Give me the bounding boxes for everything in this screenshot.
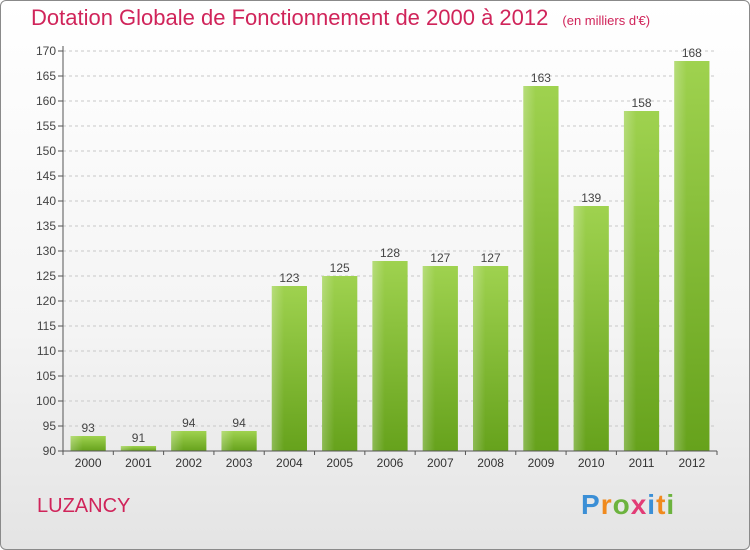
commune-name: LUZANCY — [37, 495, 131, 517]
x-tick-label: 2007 — [427, 456, 454, 470]
bar-highlight — [674, 61, 687, 451]
logo-letter: P — [581, 489, 601, 520]
bar-value-label: 91 — [132, 431, 146, 445]
bar-highlight — [120, 446, 134, 451]
bar — [120, 446, 157, 451]
logo-letter: t — [656, 489, 667, 520]
chart-title: Dotation Globale de Fonctionnement de 20… — [31, 5, 549, 30]
y-tick-label: 165 — [36, 69, 56, 83]
y-tick-label: 155 — [36, 119, 56, 133]
x-tick-label: 2011 — [629, 456, 655, 470]
axis-layer: 90 95 100 105 110 115 120 125 130 135 140 145 150 155… — [36, 44, 718, 470]
x-tick-label: 2012 — [678, 456, 705, 470]
y-tick-label: 90 — [43, 444, 57, 458]
bar-highlight — [422, 266, 436, 451]
bar-highlight — [271, 286, 285, 451]
x-tick-label: 2009 — [528, 456, 555, 470]
bar-value-label: 158 — [632, 96, 652, 110]
y-tick-label: 95 — [43, 419, 57, 433]
logo-letter: o — [612, 489, 631, 520]
bar-highlight — [523, 86, 536, 451]
logo-letter: x — [630, 489, 648, 520]
bar-highlight — [171, 431, 184, 451]
y-tick-label: 120 — [36, 294, 56, 308]
logo-letter: r — [600, 489, 613, 520]
y-tick-label: 145 — [36, 169, 56, 183]
y-tick-label: 160 — [36, 94, 56, 108]
x-tick-label: 2008 — [477, 456, 504, 470]
bar-value-label: 128 — [380, 246, 400, 260]
chart-title-block: Dotation Globale de Fonctionnement de 20… — [31, 5, 650, 31]
bar-highlight — [573, 206, 586, 451]
bar-value-label: 125 — [330, 261, 350, 275]
x-tick-label: 2005 — [326, 456, 353, 470]
x-tick-label: 2003 — [226, 456, 253, 470]
bar-highlight — [70, 436, 83, 451]
x-tick-label: 2001 — [125, 456, 152, 470]
y-tick-label: 100 — [36, 394, 56, 408]
logo-letter: i — [647, 489, 657, 520]
bar-value-label: 127 — [430, 251, 450, 265]
y-tick-label: 115 — [37, 319, 56, 333]
bar-value-label: 94 — [182, 416, 196, 430]
bar-value-label: 168 — [682, 46, 702, 60]
x-tick-label: 2006 — [377, 456, 404, 470]
x-tick-label: 2002 — [175, 456, 202, 470]
y-tick-label: 135 — [36, 219, 56, 233]
y-tick-label: 110 — [37, 344, 56, 358]
chart-unit: (en milliers d'€) — [562, 13, 651, 28]
y-tick-label: 170 — [36, 44, 56, 58]
bar-highlight — [221, 431, 234, 451]
bar-layer: 93 91 94 94 123 125 128 127 127 163 139 158 168 — [70, 46, 710, 451]
x-tick-label: 2010 — [578, 456, 605, 470]
proxiti-logo[interactable]: Proxiti — [581, 489, 675, 521]
bar-highlight — [372, 261, 385, 451]
bar-value-label: 123 — [279, 271, 299, 285]
y-tick-label: 125 — [36, 269, 56, 283]
bar-value-label: 93 — [81, 421, 95, 435]
bar-value-label: 139 — [581, 191, 601, 205]
bar-highlight — [623, 111, 637, 451]
bar-value-label: 94 — [232, 416, 246, 430]
bar-value-label: 127 — [481, 251, 501, 265]
y-tick-label: 140 — [36, 194, 56, 208]
logo-letter: i — [666, 489, 676, 520]
bar-value-label: 163 — [531, 71, 551, 85]
bar-highlight — [322, 276, 335, 451]
y-tick-label: 105 — [36, 369, 56, 383]
y-tick-label: 150 — [36, 144, 56, 158]
x-tick-label: 2000 — [75, 456, 102, 470]
y-tick-label: 130 — [36, 244, 56, 258]
bar-highlight — [473, 266, 486, 451]
x-tick-label: 2004 — [276, 456, 303, 470]
